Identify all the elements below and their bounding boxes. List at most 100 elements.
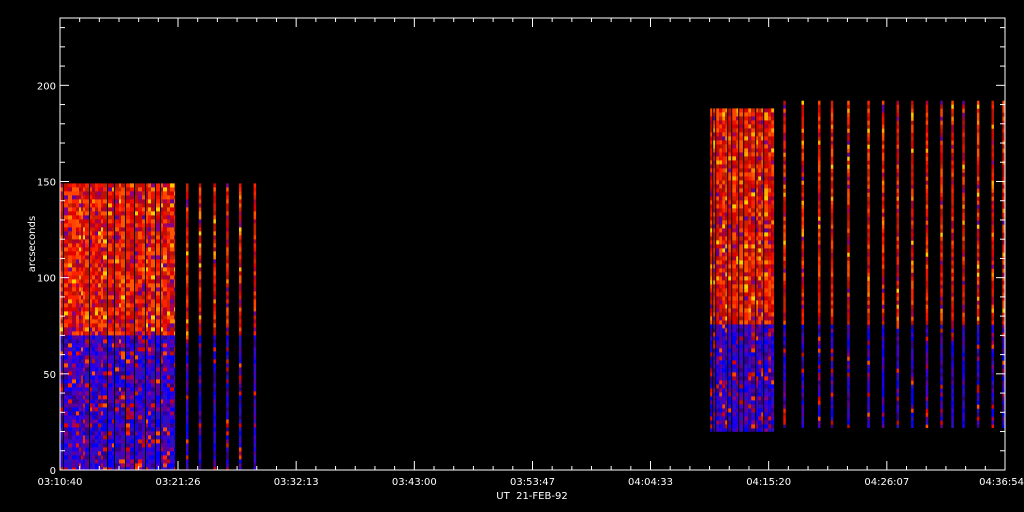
- heat-cell: [716, 276, 720, 281]
- heat-cell: [68, 323, 72, 328]
- heat-cell: [130, 223, 134, 228]
- heat-cell: [148, 275, 151, 280]
- heat-cell: [79, 423, 81, 428]
- heat-cell: [732, 372, 737, 377]
- heat-cell: [115, 211, 119, 216]
- heat-cell: [130, 315, 134, 320]
- heat-cell: [716, 328, 720, 333]
- heat-cell: [148, 443, 151, 448]
- heat-cell: [801, 348, 804, 353]
- heat-cell: [174, 299, 176, 304]
- heat-cell: [725, 208, 728, 213]
- heat-cell: [748, 352, 752, 357]
- heat-cell: [60, 271, 63, 276]
- heat-cell: [725, 396, 728, 401]
- heat-cell: [764, 252, 769, 257]
- heat-cell: [156, 455, 160, 460]
- heat-cell: [101, 275, 103, 280]
- heat-cell: [801, 416, 804, 421]
- heat-cell: [85, 267, 89, 272]
- heat-cell: [64, 423, 68, 428]
- heat-cell: [867, 332, 870, 337]
- heat-cell: [830, 164, 834, 169]
- heat-cell: [847, 320, 850, 325]
- heat-cell: [92, 287, 95, 292]
- heat-cell: [119, 399, 121, 404]
- heat-cell: [135, 287, 138, 292]
- heat-cell: [167, 395, 170, 400]
- heat-cell: [198, 343, 202, 348]
- heat-cell: [847, 344, 850, 349]
- heat-cell: [161, 383, 163, 388]
- heat-cell: [135, 455, 138, 460]
- heat-cell: [761, 388, 764, 393]
- heat-cell: [710, 344, 713, 349]
- heat-cell: [148, 219, 151, 224]
- heat-cell: [130, 215, 134, 220]
- heat-cell: [163, 215, 167, 220]
- heat-cell: [161, 447, 163, 452]
- heat-cell: [736, 280, 739, 285]
- heat-cell: [130, 463, 134, 468]
- heat-cell: [710, 328, 713, 333]
- heat-cell: [748, 140, 752, 145]
- heat-cell: [186, 259, 189, 264]
- heat-cell: [135, 419, 138, 424]
- heat-cell: [186, 271, 189, 276]
- heat-cell: [713, 144, 716, 149]
- heat-cell: [170, 207, 174, 212]
- heat-cell: [92, 371, 95, 376]
- heat-cell: [830, 272, 834, 277]
- heat-cell: [768, 360, 772, 365]
- heat-cell: [72, 431, 76, 436]
- heat-cell: [81, 387, 83, 392]
- heat-cell: [60, 383, 63, 388]
- heat-cell: [756, 204, 759, 209]
- heat-cell: [83, 223, 85, 228]
- heat-cell: [167, 399, 170, 404]
- heat-cell: [818, 336, 821, 341]
- heat-cell: [148, 435, 151, 440]
- heat-cell: [758, 424, 762, 429]
- heat-cell: [818, 400, 821, 405]
- heat-cell: [163, 331, 167, 336]
- heat-cell: [732, 344, 737, 349]
- heat-cell: [186, 291, 189, 296]
- heat-cell: [748, 408, 752, 413]
- heat-cell: [170, 307, 174, 312]
- heat-cell: [719, 112, 723, 117]
- heat-cell: [170, 191, 174, 196]
- heat-cell: [716, 344, 720, 349]
- heat-cell: [239, 295, 242, 300]
- heat-cell: [725, 340, 728, 345]
- heat-cell: [146, 355, 148, 360]
- heat-cell: [98, 331, 101, 336]
- heat-cell: [138, 391, 142, 396]
- heat-cell: [76, 219, 79, 224]
- heat-cell: [198, 383, 202, 388]
- heat-cell: [725, 216, 728, 221]
- heat-cell: [101, 463, 103, 468]
- heat-cell: [92, 375, 95, 380]
- heat-cell: [226, 335, 229, 340]
- heat-cell: [72, 351, 76, 356]
- heat-cell: [748, 188, 752, 193]
- heat-cell: [161, 403, 163, 408]
- heat-cell: [722, 308, 726, 313]
- heat-cell: [85, 295, 89, 300]
- heat-cell: [85, 323, 89, 328]
- heat-cell: [85, 279, 89, 284]
- heat-cell: [83, 187, 85, 192]
- heat-cell: [867, 252, 870, 257]
- heat-cell: [867, 184, 870, 189]
- heat-cell: [81, 439, 83, 444]
- heat-cell: [722, 400, 726, 405]
- heat-cell: [239, 199, 242, 204]
- heat-cell: [818, 408, 821, 413]
- heat-cell: [732, 280, 737, 285]
- heat-cell: [64, 195, 68, 200]
- heat-cell: [751, 348, 756, 353]
- heat-cell: [867, 316, 870, 321]
- heat-cell: [722, 272, 726, 277]
- heat-cell: [725, 204, 728, 209]
